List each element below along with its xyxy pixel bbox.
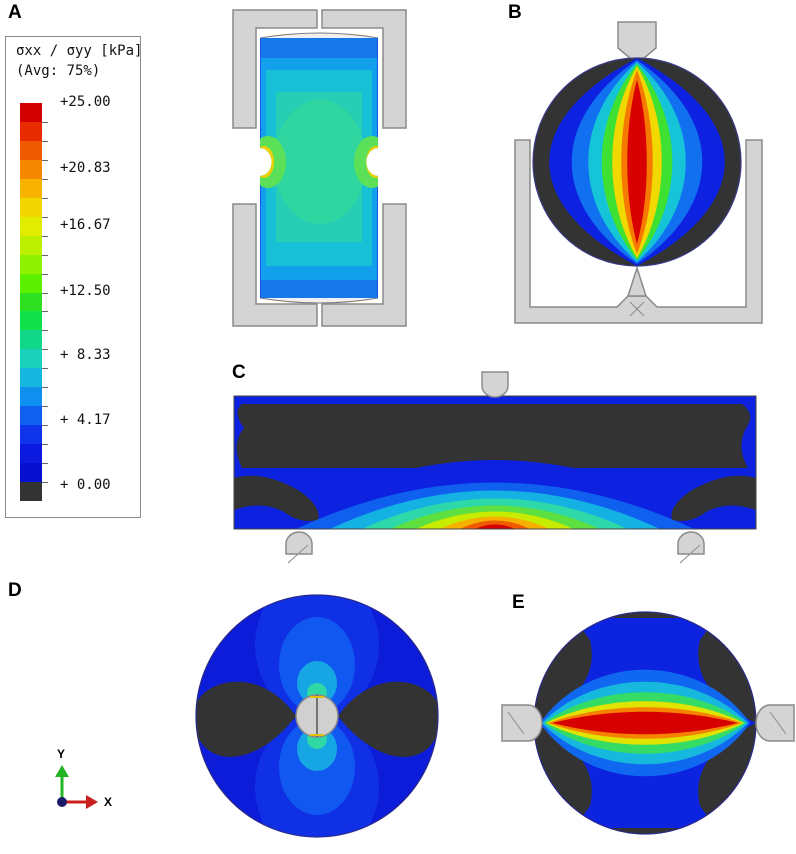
legend-title: σxx / σyy [kPa] bbox=[16, 43, 143, 59]
legend-color-band bbox=[20, 330, 42, 350]
axis-label-y: Y bbox=[57, 747, 66, 761]
legend-averaging-note: (Avg: 75%) bbox=[16, 63, 101, 79]
legend-color-band bbox=[20, 406, 42, 426]
legend-color-band bbox=[20, 178, 42, 199]
legend-color-band bbox=[20, 235, 42, 256]
legend-tick bbox=[42, 330, 48, 332]
coordinate-triad bbox=[55, 765, 98, 809]
axis-label-x: X bbox=[104, 795, 113, 809]
legend-color-band bbox=[20, 444, 42, 464]
contour-legend: σxx / σyy [kPa] (Avg: 75%) +25.00 +20.83… bbox=[5, 36, 143, 518]
panel-a-specimen bbox=[232, 9, 407, 327]
panel-a-lower-grip bbox=[232, 203, 407, 327]
panel-c-specimen bbox=[233, 371, 757, 564]
legend-value: + 0.00 bbox=[60, 477, 111, 493]
legend-color-band bbox=[20, 349, 42, 369]
legend-color-band bbox=[20, 368, 42, 388]
panel-e-specimen bbox=[501, 611, 795, 835]
panel-b-top-loader bbox=[617, 21, 657, 65]
legend-color-band bbox=[20, 425, 42, 445]
legend-tick bbox=[42, 273, 48, 275]
legend-tick bbox=[42, 482, 48, 484]
legend-tick bbox=[42, 444, 48, 446]
legend-tick bbox=[42, 387, 48, 389]
legend-tick bbox=[42, 178, 48, 180]
legend-tick bbox=[42, 406, 48, 408]
legend-tick bbox=[42, 254, 48, 256]
legend-color-band bbox=[20, 216, 42, 237]
legend-color-band bbox=[20, 140, 42, 161]
panel-label-a: A bbox=[8, 2, 22, 23]
legend-tick bbox=[42, 368, 48, 370]
legend-tick bbox=[42, 121, 48, 123]
legend-tick bbox=[42, 311, 48, 313]
legend-tick bbox=[42, 235, 48, 237]
legend-tick bbox=[42, 140, 48, 142]
legend-color-band bbox=[20, 273, 42, 293]
panel-c-top-roller bbox=[481, 371, 509, 398]
legend-tick bbox=[42, 159, 48, 161]
panel-d-specimen bbox=[195, 594, 439, 838]
legend-value: + 8.33 bbox=[60, 347, 111, 363]
legend-color-bar bbox=[20, 103, 48, 502]
panel-label-d: D bbox=[8, 580, 22, 601]
panel-label-b: B bbox=[508, 2, 522, 23]
legend-tick bbox=[42, 463, 48, 465]
legend-color-band bbox=[20, 387, 42, 407]
panel-b-specimen bbox=[514, 21, 763, 324]
legend-value: +12.50 bbox=[60, 283, 111, 299]
panel-c-bottom-rollers bbox=[285, 531, 705, 555]
legend-tick bbox=[42, 349, 48, 351]
legend-color-band bbox=[20, 159, 42, 180]
panel-label-e: E bbox=[512, 592, 525, 613]
legend-color-band bbox=[20, 121, 42, 142]
legend-tick bbox=[42, 197, 48, 199]
panel-label-c: C bbox=[232, 362, 246, 383]
legend-color-band bbox=[20, 482, 42, 502]
legend-tick bbox=[42, 292, 48, 294]
legend-value: +25.00 bbox=[60, 94, 111, 110]
panel-b-support-frame bbox=[514, 139, 763, 324]
legend-value: +20.83 bbox=[60, 160, 111, 176]
legend-value: + 4.17 bbox=[60, 412, 111, 428]
legend-color-band bbox=[20, 311, 42, 331]
legend-tick bbox=[42, 425, 48, 427]
legend-tick bbox=[42, 216, 48, 218]
legend-color-band bbox=[20, 197, 42, 218]
legend-color-band bbox=[20, 292, 42, 312]
legend-color-band bbox=[20, 254, 42, 275]
legend-color-band bbox=[20, 463, 42, 483]
legend-value: +16.67 bbox=[60, 217, 111, 233]
panel-a-upper-grip bbox=[232, 9, 407, 129]
legend-color-band bbox=[20, 103, 42, 123]
